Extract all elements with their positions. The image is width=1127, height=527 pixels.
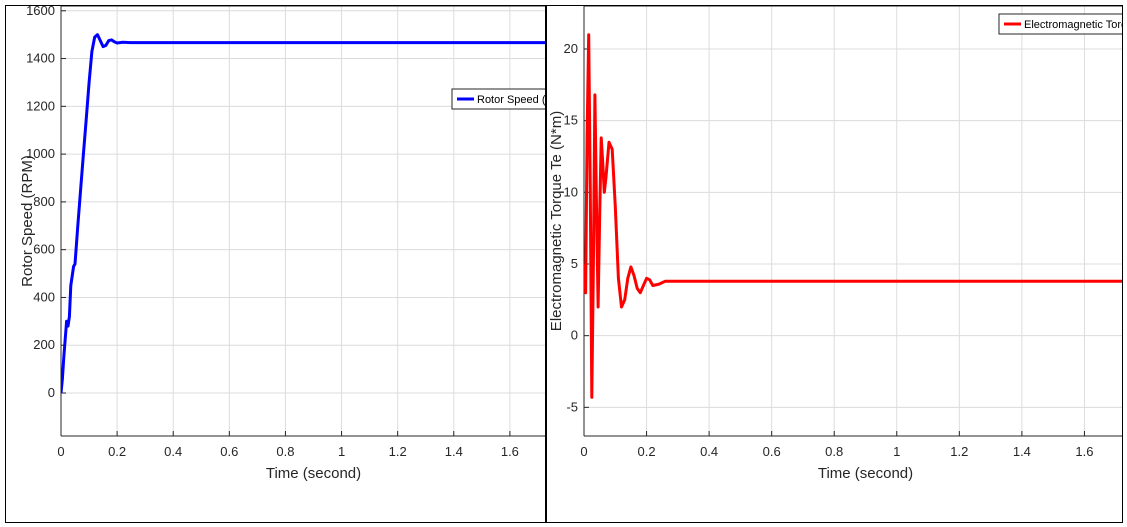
x-tick-label: 1.2: [389, 444, 407, 459]
y-axis-label: Electromagnetic Torque Te (N*m): [548, 111, 565, 331]
x-tick-label: 0.8: [276, 444, 294, 459]
x-tick-label: 1.2: [950, 444, 968, 459]
y-tick-label: 1000: [26, 146, 55, 161]
x-tick-label: 0.6: [763, 444, 781, 459]
x-tick-label: 1.6: [501, 444, 519, 459]
rotor-speed-chart: 00.20.40.60.811.21.41.61.802004006008001…: [19, 6, 546, 482]
x-tick-label: 1: [893, 444, 900, 459]
x-tick-label: 0.2: [108, 444, 126, 459]
y-tick-label: 0: [571, 328, 578, 343]
y-tick-label: 1400: [26, 51, 55, 66]
x-tick-label: 1.4: [445, 444, 463, 459]
y-tick-label: 0: [48, 385, 55, 400]
plot-area: [584, 6, 1122, 436]
y-tick-label: 1600: [26, 6, 55, 18]
x-tick-label: 0.4: [700, 444, 718, 459]
y-axis-label: Rotor Speed (RPM): [19, 155, 36, 287]
y-tick-label: 20: [564, 41, 578, 56]
legend-label: Electromagnetic Torque: [1024, 19, 1123, 31]
x-axis-label: Time (second): [818, 465, 913, 482]
x-tick-label: 1.6: [1075, 444, 1093, 459]
x-tick-label: 0.2: [638, 444, 656, 459]
series-line: [584, 33, 1122, 399]
y-tick-label: 400: [33, 289, 55, 304]
y-tick-label: 15: [564, 113, 578, 128]
x-tick-label: 1: [338, 444, 345, 459]
y-tick-label: 200: [33, 337, 55, 352]
torque-chart-panel: 00.20.40.60.811.21.41.61.8-505101520Time…: [546, 5, 1123, 523]
x-tick-label: 0.8: [825, 444, 843, 459]
y-tick-label: -5: [566, 399, 578, 414]
y-tick-label: 1200: [26, 98, 55, 113]
x-tick-label: 0.4: [164, 444, 182, 459]
x-axis-label: Time (second): [266, 465, 361, 482]
x-tick-label: 0: [57, 444, 64, 459]
y-tick-label: 5: [571, 256, 578, 271]
torque-chart: 00.20.40.60.811.21.41.61.8-505101520Time…: [548, 6, 1123, 482]
series-line: [61, 33, 545, 394]
y-tick-label: 10: [564, 184, 578, 199]
rotor-speed-chart-panel: 00.20.40.60.811.21.41.61.802004006008001…: [5, 5, 546, 523]
y-tick-label: 800: [33, 194, 55, 209]
y-tick-label: 600: [33, 242, 55, 257]
legend: Electromagnetic Torque: [998, 13, 1123, 35]
legend: Rotor Speed (R: [451, 88, 546, 110]
x-tick-label: 0.6: [220, 444, 238, 459]
legend-label: Rotor Speed (R: [477, 94, 546, 106]
x-tick-label: 1.4: [1013, 444, 1031, 459]
x-tick-label: 0: [580, 444, 587, 459]
plot-area: [61, 6, 545, 436]
